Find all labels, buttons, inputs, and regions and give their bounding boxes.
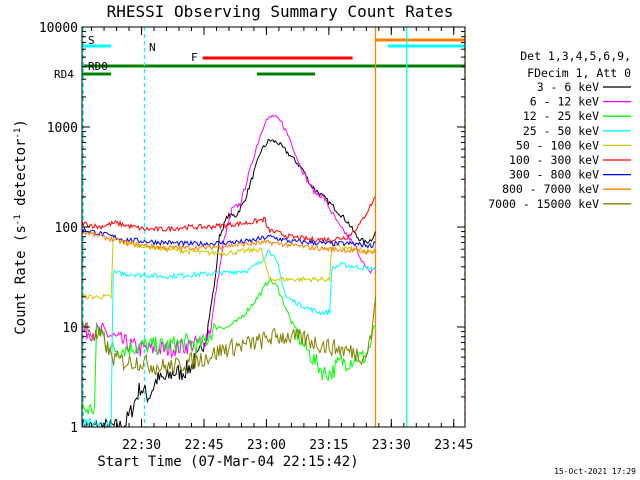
rd4-flag-label: RD4 (54, 68, 74, 81)
series-line-2 (81, 114, 376, 360)
series-line-3 (81, 276, 376, 415)
series-line-6 (81, 196, 376, 244)
y-axis-label: Count Rate (s-1 detector-1) (13, 119, 29, 335)
x-tick-label: 22:45 (184, 438, 223, 453)
flare-flag-label: F (191, 51, 198, 64)
chart-title: RHESSI Observing Summary Count Rates (107, 2, 454, 21)
legend-label-7: 300 - 800 keV (509, 168, 599, 182)
y-tick-label: 1 (70, 421, 78, 436)
x-tick-label: 23:00 (247, 438, 286, 453)
legend-label-6: 100 - 300 keV (509, 153, 599, 167)
generation-timestamp: 15-Oct-2021 17:29 (554, 467, 636, 476)
legend-label-4: 25 - 50 keV (523, 124, 599, 138)
night-flag-label: N (149, 41, 156, 54)
y-tick-label: 100 (55, 221, 78, 236)
legend-label-3: 12 - 25 keV (523, 109, 599, 123)
legend-label-8: 800 - 7000 keV (502, 182, 599, 196)
series-line-9 (81, 296, 376, 376)
plot-area: S N F RD0 RD4 (54, 26, 466, 429)
legend-header-line-1: Det 1,3,4,5,6,9, (520, 49, 631, 63)
flag-labels: S N F RD0 RD4 (54, 34, 198, 81)
series-line-1 (81, 139, 376, 429)
flag-lines (82, 27, 466, 427)
legend-label-2: 6 - 12 keV (530, 95, 599, 109)
legend-header-line-2: FDecim 1, Att 0 (527, 66, 631, 80)
legend-label-1: 3 - 6 keV (537, 80, 599, 94)
x-tick-label: 23:15 (309, 438, 348, 453)
y-tick-label: 1000 (47, 121, 78, 136)
x-axis-label: Start Time (07-Mar-04 22:15:42) (97, 454, 358, 470)
x-tick-label: 23:45 (434, 438, 473, 453)
decim-flag-label: RD0 (88, 60, 108, 73)
series-line-4 (82, 249, 376, 428)
y-tick-label: 10 (62, 321, 78, 336)
y-tick-label: 10000 (39, 21, 78, 36)
legend-label-5: 50 - 100 keV (516, 138, 599, 152)
series-layer (81, 114, 376, 429)
series-line-7 (81, 226, 376, 249)
x-tick-label: 22:30 (122, 438, 161, 453)
legend-label-9: 7000 - 15000 keV (488, 197, 599, 211)
axes: 1 10 100 1000 10000 22:30 22:45 23:00 23:15 23:30… (39, 21, 473, 453)
legend: Det 1,3,4,5,6,9, FDecim 1, Att 0 3 - 6 k… (488, 49, 631, 211)
saa-flag-label: S (88, 34, 95, 47)
x-tick-label: 23:30 (372, 438, 411, 453)
series-line-8 (81, 230, 376, 255)
